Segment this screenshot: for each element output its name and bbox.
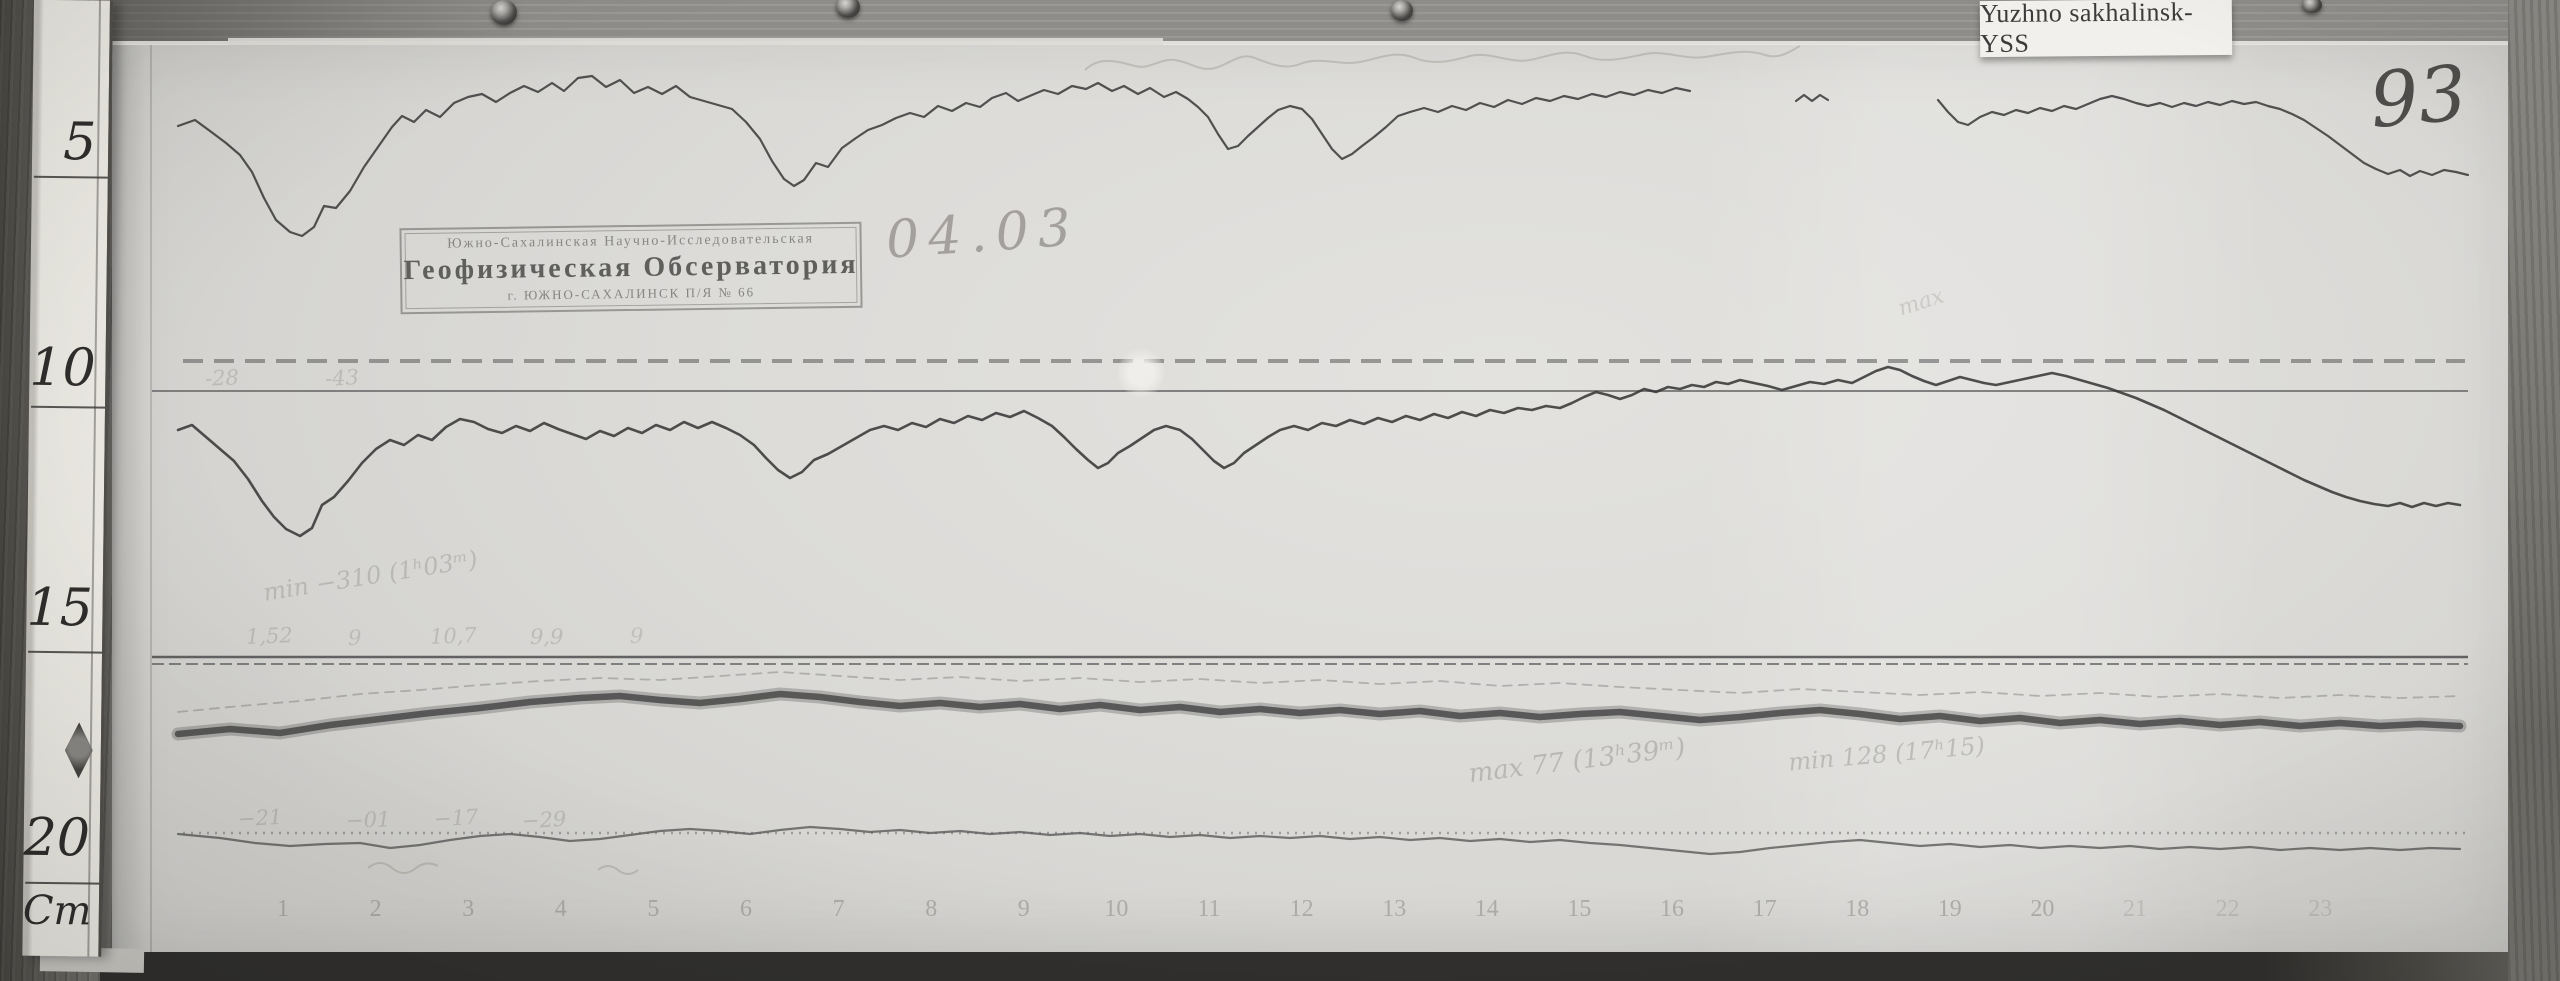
hour-tick: 11 bbox=[1197, 896, 1220, 922]
ruler-unit-cm: Cm bbox=[22, 887, 92, 935]
hour-tick: 7 bbox=[833, 896, 845, 922]
hour-tick: 19 bbox=[1938, 896, 1962, 922]
ruler-mark-5: 5 bbox=[62, 112, 97, 173]
ruler-divider bbox=[33, 175, 108, 179]
magnetogram-sheet bbox=[112, 44, 2508, 954]
cm-ruler: 5 10 15 20 Cm bbox=[22, 0, 113, 957]
ruler-mark-20: 20 bbox=[23, 807, 91, 869]
trace-top-D bbox=[176, 74, 1692, 238]
pencil-annotation: max bbox=[1895, 283, 1948, 322]
pencil-annotation: −29 bbox=[521, 806, 567, 834]
hour-tick: 21 bbox=[2123, 896, 2147, 922]
hour-tick: 13 bbox=[1382, 896, 1406, 922]
hour-tick: 1 bbox=[277, 896, 289, 922]
hour-tick: 17 bbox=[1753, 896, 1777, 922]
ruler-divider bbox=[25, 881, 100, 885]
pencil-annotation: −17 bbox=[433, 804, 479, 832]
trace-thick-Z bbox=[174, 690, 2464, 738]
pencil-annotation: min −310 (1ʰ03ᵐ) bbox=[261, 545, 480, 607]
trace-lower-T bbox=[176, 825, 2462, 856]
sheet-edge-highlight bbox=[112, 41, 2508, 45]
station-label-text: Yuzhno sakhalinsk-YSS bbox=[1979, 0, 2194, 59]
pencil-scribble-bottom-1 bbox=[367, 862, 439, 874]
pencil-scribble-bottom-2 bbox=[597, 865, 639, 875]
sheet-edge-highlight-bright bbox=[228, 38, 1163, 45]
screw-head bbox=[836, 0, 860, 18]
hour-tick: 22 bbox=[2216, 896, 2240, 922]
ruler-mark-10: 10 bbox=[29, 337, 97, 399]
trace-main-H bbox=[176, 365, 2462, 538]
pencil-annotation: 9,9 bbox=[530, 625, 564, 649]
trace-top-D bbox=[1936, 94, 2470, 178]
pencil-annotation: −21 bbox=[237, 804, 283, 832]
wood-background-right bbox=[2508, 0, 2560, 981]
ruler-divider bbox=[31, 405, 106, 409]
pencil-annotation: -43 bbox=[324, 365, 360, 391]
pencil-annotation: max 77 (13ʰ39ᵐ) bbox=[1466, 732, 1688, 790]
hour-tick: 10 bbox=[1104, 896, 1128, 922]
trace-faint-baseline bbox=[177, 671, 2461, 713]
pencil-annotation: 9 bbox=[630, 624, 644, 648]
trace-top-D bbox=[1794, 93, 1830, 103]
hour-tick: 14 bbox=[1475, 896, 1499, 922]
screw-head bbox=[1391, 0, 1413, 21]
hour-tick: 4 bbox=[555, 896, 567, 922]
hour-tick: 12 bbox=[1290, 896, 1314, 922]
hour-tick: 2 bbox=[370, 896, 382, 922]
shadow-band-bottom bbox=[100, 952, 2560, 981]
pencil-annotation: 10,7 bbox=[429, 623, 478, 649]
hour-tick: 15 bbox=[1567, 896, 1591, 922]
hour-tick: 6 bbox=[740, 896, 752, 922]
hour-tick: 20 bbox=[2030, 896, 2054, 922]
hour-tick: 3 bbox=[462, 896, 474, 922]
hour-tick: 16 bbox=[1660, 896, 1684, 922]
pencil-annotation: 1,52 bbox=[245, 623, 294, 649]
ruler-divider bbox=[28, 650, 103, 654]
pencil-annotation: −01 bbox=[345, 807, 391, 833]
ruler-mark-15: 15 bbox=[26, 577, 94, 639]
screw-head bbox=[2302, 0, 2322, 13]
film-spot bbox=[1118, 348, 1164, 398]
screw-head bbox=[491, 0, 517, 25]
hour-tick: 23 bbox=[2308, 896, 2332, 922]
hour-tick: 8 bbox=[925, 896, 937, 922]
pencil-annotation: 9 bbox=[348, 626, 362, 650]
hour-tick: 5 bbox=[647, 896, 659, 922]
pencil-annotation: -28 bbox=[204, 365, 240, 391]
pencil-scribble-top bbox=[1084, 45, 1801, 71]
hour-tick: 18 bbox=[1845, 896, 1869, 922]
station-label: Yuzhno sakhalinsk-YSS bbox=[1979, 0, 2233, 59]
hour-tick: 9 bbox=[1018, 896, 1030, 922]
pencil-annotation: min 128 (17ʰ15) bbox=[1787, 731, 1987, 777]
